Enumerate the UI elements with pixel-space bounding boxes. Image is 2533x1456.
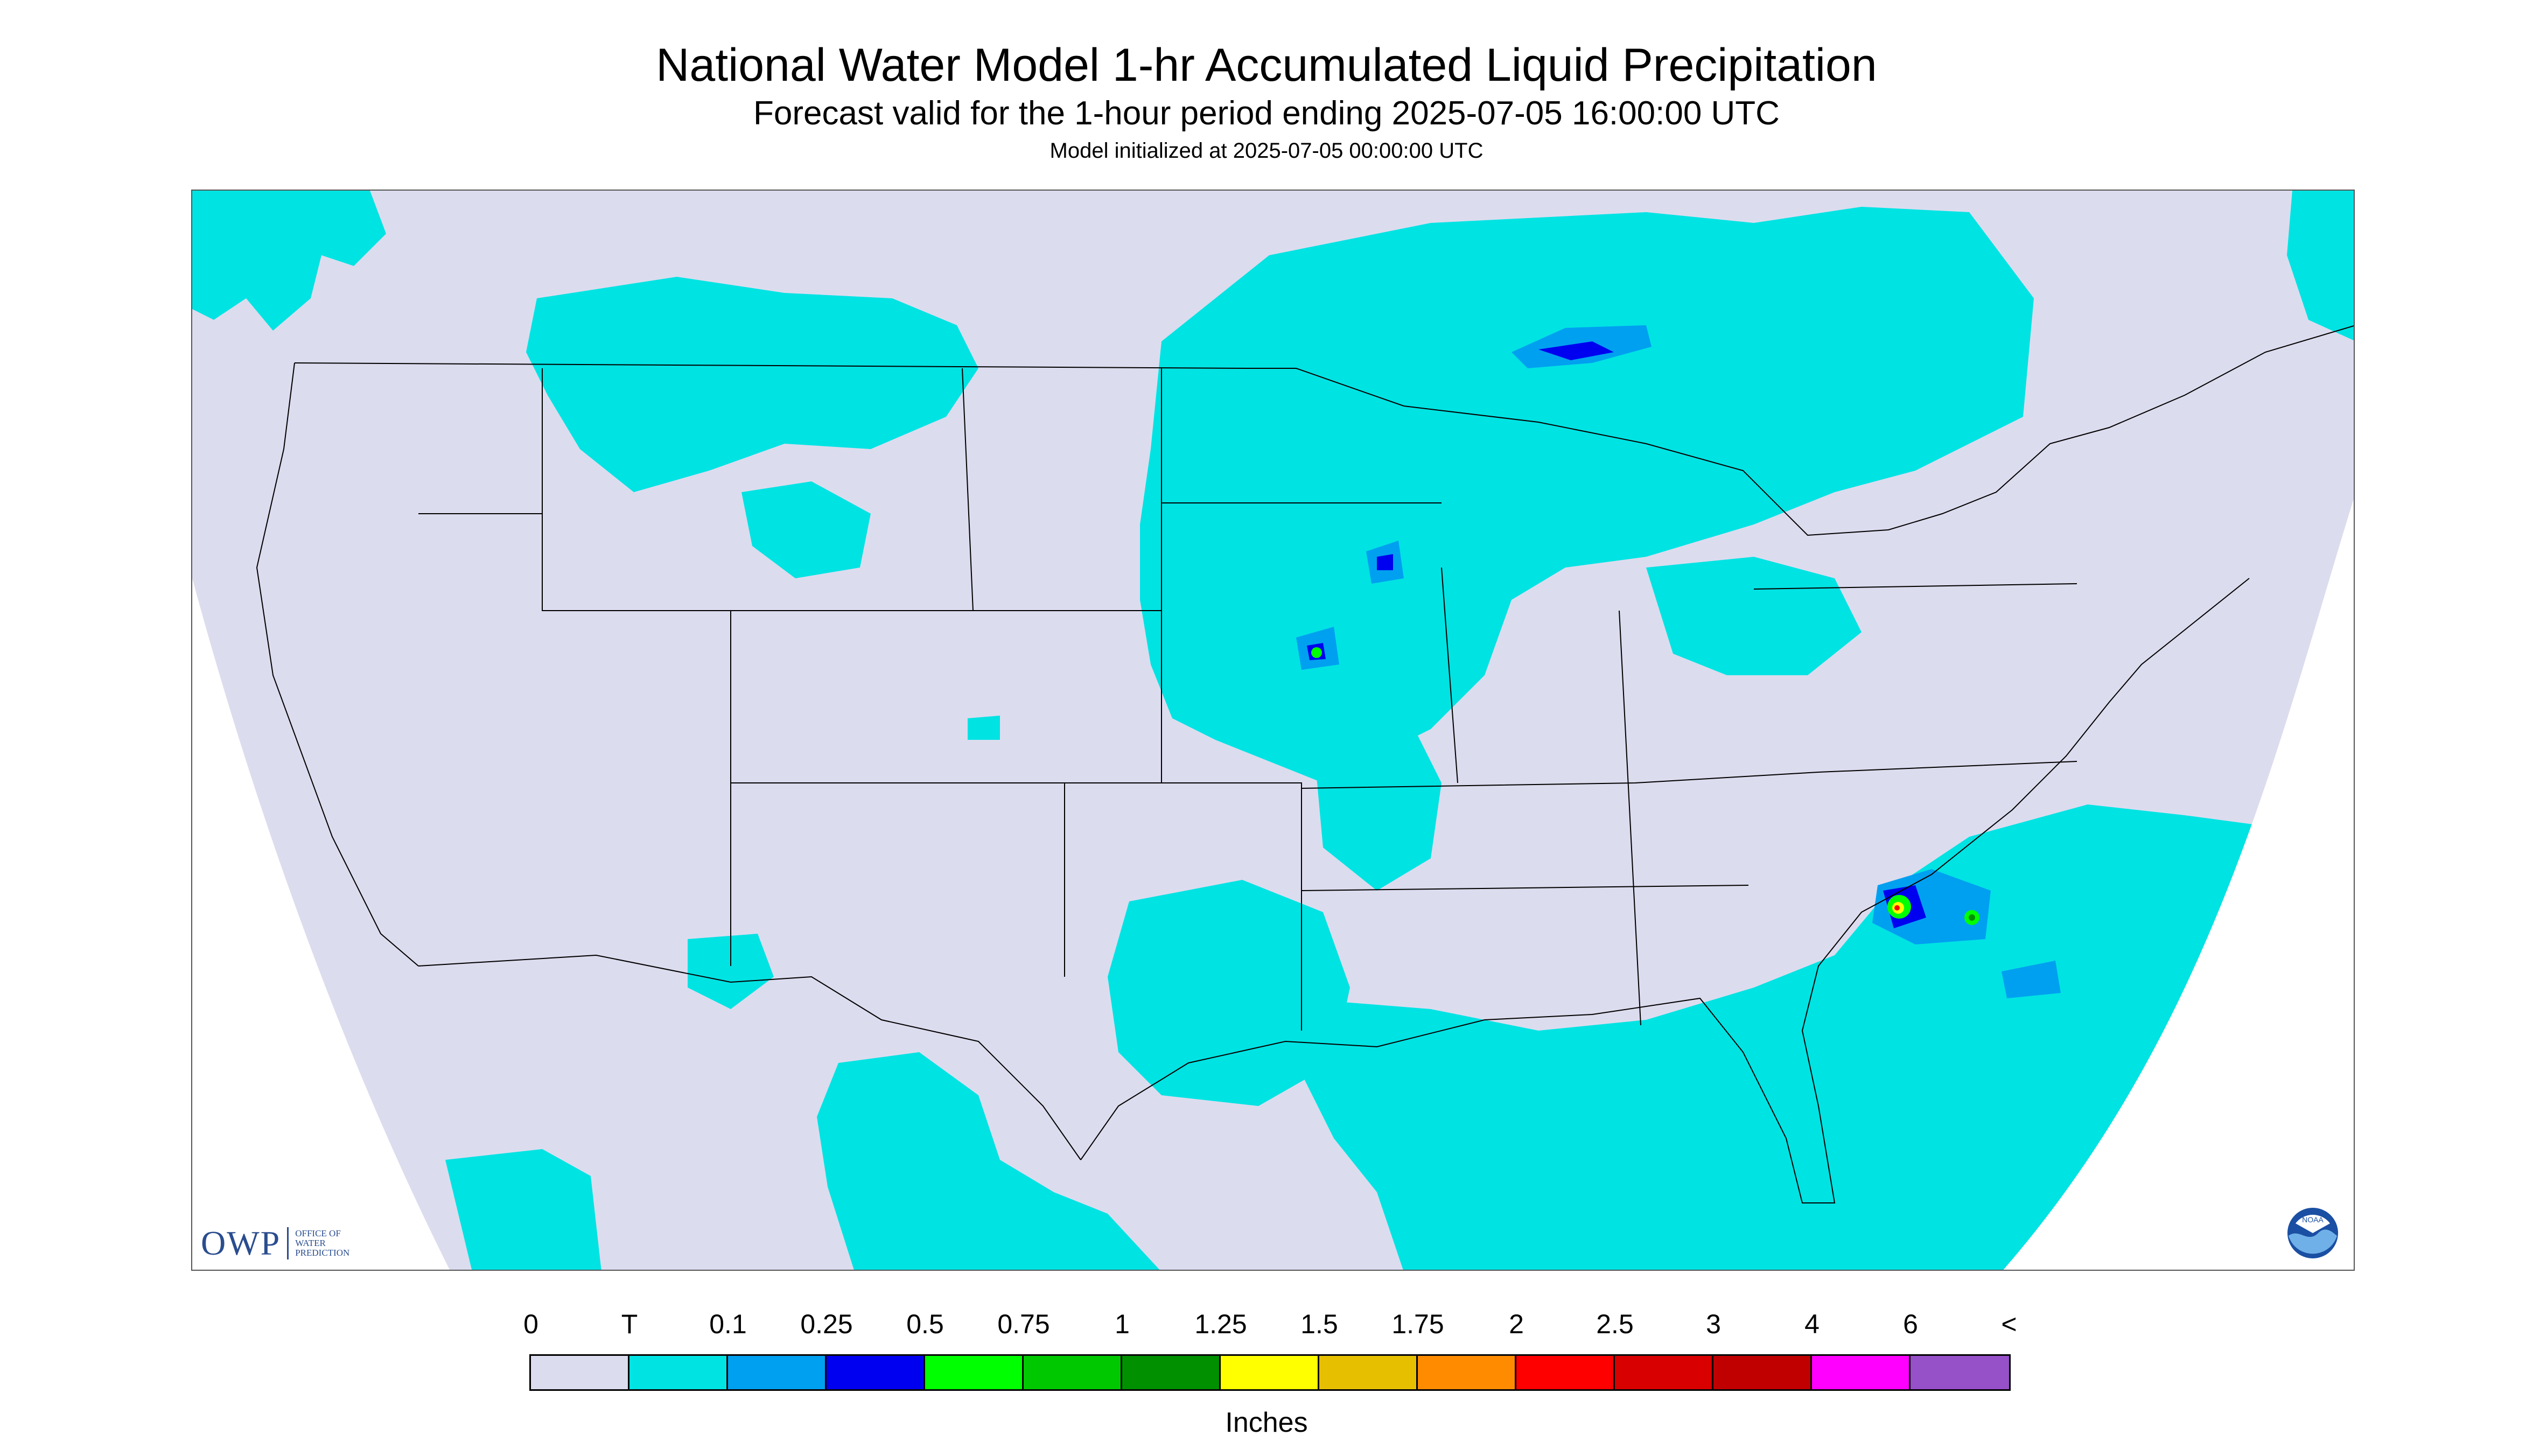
legend-swatch xyxy=(1024,1356,1122,1389)
legend-swatch xyxy=(827,1356,925,1389)
legend-label: 2.5 xyxy=(1596,1309,1634,1339)
legend-label: 1 xyxy=(1115,1309,1130,1339)
precip-area-northern-plains xyxy=(526,277,978,492)
legend-swatch xyxy=(1516,1356,1615,1389)
legend-label: 0.25 xyxy=(800,1309,853,1339)
owp-sub-line: WATER xyxy=(295,1238,326,1248)
owp-sub-line: PREDICTION xyxy=(295,1248,350,1258)
state-line-9 xyxy=(1619,610,1641,1026)
legend-units: Inches xyxy=(1225,1407,1308,1438)
legend-labels: 0 T 0.1 0.25 0.5 0.75 1 1.25 1.5 1.75 2 2.5 3 4 6 < xyxy=(0,1308,2533,1341)
precip-area-mexico xyxy=(817,1052,1161,1270)
precip-area-upper-midwest xyxy=(1140,207,2034,783)
legend-label: 1.75 xyxy=(1391,1309,1444,1339)
precip-area-southern-plains xyxy=(1108,880,1350,1106)
precip-area-great-lakes xyxy=(1646,557,1862,675)
legend-swatch xyxy=(728,1356,827,1389)
legend-label: < xyxy=(2001,1309,2017,1339)
owp-logo: OWP OFFICE OF WATER PREDICTION xyxy=(201,1223,349,1263)
owp-sub-line: OFFICE OF xyxy=(295,1228,341,1238)
state-line-12 xyxy=(1753,583,2077,590)
state-line-4 xyxy=(962,368,974,611)
precip-area-colorado xyxy=(968,716,1000,740)
legend-label: 0 xyxy=(523,1309,538,1339)
state-line-11 xyxy=(1301,885,1749,891)
owp-logo-word: OWP xyxy=(201,1224,281,1262)
legend-swatch xyxy=(629,1356,728,1389)
precip-area-atlantic xyxy=(2002,961,2061,998)
trace-precip-regions xyxy=(192,191,2354,1270)
chart-subtitle: Forecast valid for the 1-hour period end… xyxy=(753,95,1780,132)
legend-label: 0.5 xyxy=(906,1309,944,1339)
legend-label: 1.25 xyxy=(1194,1309,1247,1339)
precip-area-superior-core xyxy=(1538,341,1614,360)
model-init-line: Model initialized at 2025-07-05 00:00:00… xyxy=(1049,139,1484,163)
legend-swatch xyxy=(531,1356,629,1389)
legend-label: 2 xyxy=(1509,1309,1524,1339)
us-mexico-border xyxy=(418,954,1081,1160)
state-line-6 xyxy=(1065,782,1302,1031)
legend-label: 6 xyxy=(1903,1309,1918,1339)
legend-swatch xyxy=(1319,1356,1418,1389)
precip-area-gulf-southeast xyxy=(1296,804,2265,1270)
precip-area-mid-south xyxy=(1312,718,1442,891)
legend-swatch xyxy=(1713,1356,1812,1389)
precip-area-montana xyxy=(741,481,871,578)
precip-area-minnesota-core xyxy=(1377,554,1393,570)
precip-area-quebec xyxy=(2287,191,2354,341)
gulf-coast xyxy=(1080,578,2250,1203)
state-line-8 xyxy=(1441,567,1458,783)
legend-label: 3 xyxy=(1706,1309,1721,1339)
legend-label: 0.1 xyxy=(709,1309,747,1339)
noaa-logo-icon: NOAA xyxy=(2287,1208,2338,1258)
precip-area-sw-texas xyxy=(688,934,774,1009)
heavy-dark-cores xyxy=(1969,914,1975,921)
us-canada-border xyxy=(294,325,2354,536)
state-line-7 xyxy=(1301,761,2077,789)
legend-swatch xyxy=(1615,1356,1713,1389)
state-borders xyxy=(256,325,2354,1203)
legend-swatch xyxy=(1221,1356,1319,1389)
legend-label: 0.75 xyxy=(997,1309,1050,1339)
legend-colorbar xyxy=(529,1354,2011,1391)
legend-swatch xyxy=(1812,1356,1911,1389)
precip-core-iowa xyxy=(1311,647,1322,658)
legend-label: 4 xyxy=(1804,1309,1820,1339)
noaa-logo-text: NOAA xyxy=(2302,1215,2324,1224)
legend-swatch xyxy=(925,1356,1024,1389)
pacific-coast xyxy=(256,362,419,967)
legend-swatch xyxy=(1122,1356,1221,1389)
chart-title: National Water Model 1-hr Accumulated Li… xyxy=(656,39,1877,91)
legend-swatch xyxy=(1418,1356,1516,1389)
legend-label: 1.5 xyxy=(1300,1309,1338,1339)
precip-core-carolina-red xyxy=(1894,905,1900,911)
owp-logo-separator xyxy=(287,1227,289,1259)
map-canvas xyxy=(192,191,2354,1270)
red-cores xyxy=(1894,905,1900,911)
precip-core-atlantic-inner xyxy=(1969,914,1975,921)
legend-swatch xyxy=(1911,1356,2009,1389)
legend-label: T xyxy=(621,1309,638,1339)
owp-logo-subtitle: OFFICE OF WATER PREDICTION xyxy=(295,1229,349,1258)
precip-area-baja-pacific xyxy=(445,1149,601,1270)
precip-area-pacific-nw xyxy=(192,191,386,331)
precipitation-map xyxy=(191,190,2355,1271)
